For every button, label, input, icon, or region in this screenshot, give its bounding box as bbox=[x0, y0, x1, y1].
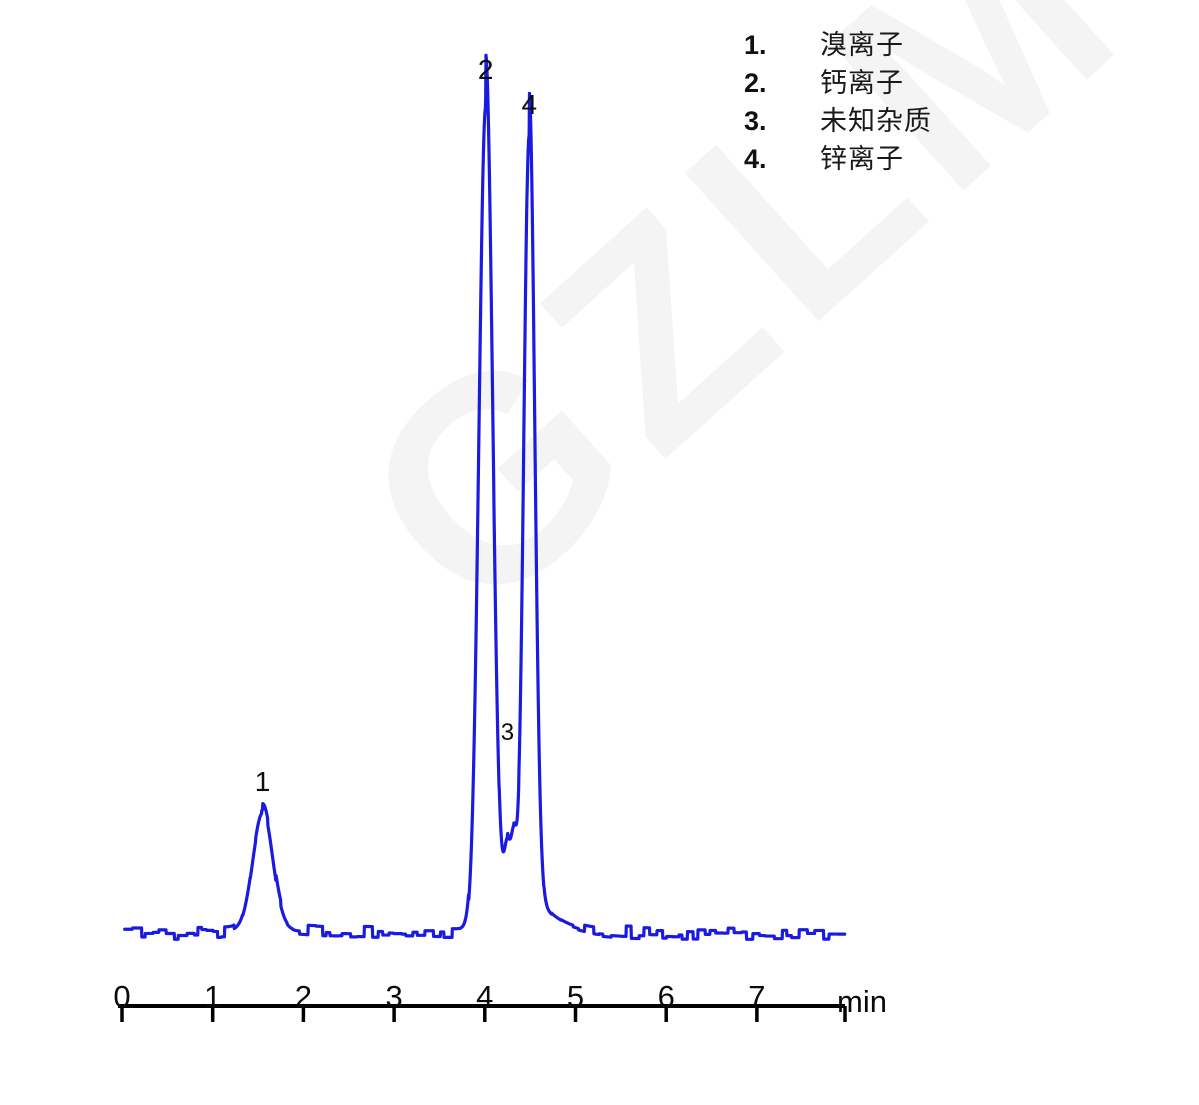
axis-tick-label-3: 3 bbox=[385, 979, 403, 1014]
axis-tick-label-7: 7 bbox=[748, 979, 766, 1014]
peak-label-2: 2 bbox=[477, 53, 494, 85]
legend-item-number: 2. bbox=[744, 68, 767, 98]
axis-tick-label-4: 4 bbox=[476, 979, 494, 1014]
legend-item: 2. 钙离子 bbox=[744, 64, 932, 102]
legend-item-label: 钙离子 bbox=[820, 68, 904, 99]
legend-item-label: 溴离子 bbox=[820, 30, 904, 61]
chromatogram-trace bbox=[123, 53, 847, 941]
peak-label-1: 1 bbox=[254, 765, 271, 797]
legend-item-number: 1. bbox=[744, 30, 767, 60]
legend-item-number: 4. bbox=[744, 144, 767, 174]
peak-label-4: 4 bbox=[521, 89, 538, 121]
time-axis bbox=[118, 1004, 847, 1022]
legend-item-number: 3. bbox=[744, 106, 767, 136]
legend-item: 4. 锌离子 bbox=[744, 140, 932, 178]
axis-tick-label-5: 5 bbox=[566, 979, 585, 1014]
axis-unit-label: min bbox=[837, 984, 887, 1019]
legend-item-label: 锌离子 bbox=[820, 144, 904, 175]
legend-item: 1. 溴离子 bbox=[744, 26, 932, 64]
peak-legend: 1. 溴离子 2. 钙离子 3. 未知杂质 4. 锌离子 bbox=[744, 26, 932, 178]
axis-tick-label-0: 0 bbox=[113, 979, 131, 1014]
axis-tick-label-2: 2 bbox=[294, 979, 313, 1014]
legend-item: 3. 未知杂质 bbox=[744, 102, 932, 140]
axis-tick-label-1: 1 bbox=[204, 979, 222, 1014]
axis-tick-label-6: 6 bbox=[657, 979, 675, 1014]
legend-item-label: 未知杂质 bbox=[820, 106, 932, 137]
peak-label-3: 3 bbox=[500, 718, 515, 746]
